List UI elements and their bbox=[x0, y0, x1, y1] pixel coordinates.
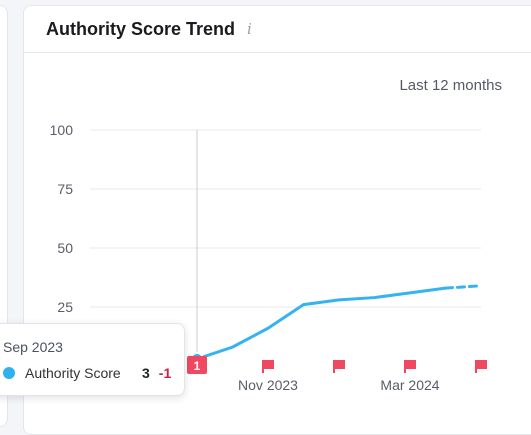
tooltip-date: Sep 2023 bbox=[3, 339, 63, 355]
tooltip-value: 3 bbox=[142, 365, 150, 381]
chart-axis-labels: 100 75 50 25 Nov 2023 Mar 2024 bbox=[50, 122, 440, 393]
event-flag-count: 1 bbox=[194, 359, 201, 373]
event-flag-icon bbox=[333, 360, 345, 373]
event-flag-icon bbox=[187, 356, 207, 374]
y-tick-label: 100 bbox=[50, 122, 74, 138]
widget-title: Authority Score Trend bbox=[46, 18, 236, 39]
series-line-projected bbox=[444, 284, 483, 290]
tooltip-metric: Authority Score bbox=[25, 365, 121, 381]
tooltip-row: Authority Score 3 -1 bbox=[3, 365, 171, 381]
authority-score-chart: 100 75 50 25 Nov 2023 Mar 2024 1 bbox=[50, 122, 487, 393]
event-flag-icon bbox=[475, 360, 487, 373]
event-flag-icon bbox=[262, 360, 274, 373]
event-flags: 1 bbox=[187, 356, 487, 374]
chart-grid bbox=[90, 129, 481, 308]
period-label: Last 12 months bbox=[399, 77, 502, 94]
event-flag-icon bbox=[404, 360, 416, 373]
series-dot-icon bbox=[3, 367, 15, 379]
info-icon[interactable]: i bbox=[247, 20, 252, 38]
y-tick-label: 50 bbox=[57, 240, 73, 256]
y-tick-label: 75 bbox=[57, 181, 73, 197]
chart-series bbox=[190, 284, 483, 366]
chart-tooltip: Sep 2023 Authority Score 3 -1 bbox=[0, 323, 185, 396]
y-tick-label: 25 bbox=[57, 299, 73, 315]
widget-header: Authority Score Trend i bbox=[24, 6, 531, 53]
tooltip-change: -1 bbox=[158, 365, 172, 381]
x-tick-label: Nov 2023 bbox=[238, 377, 298, 393]
series-line bbox=[195, 286, 447, 361]
x-tick-label: Mar 2024 bbox=[380, 377, 439, 393]
